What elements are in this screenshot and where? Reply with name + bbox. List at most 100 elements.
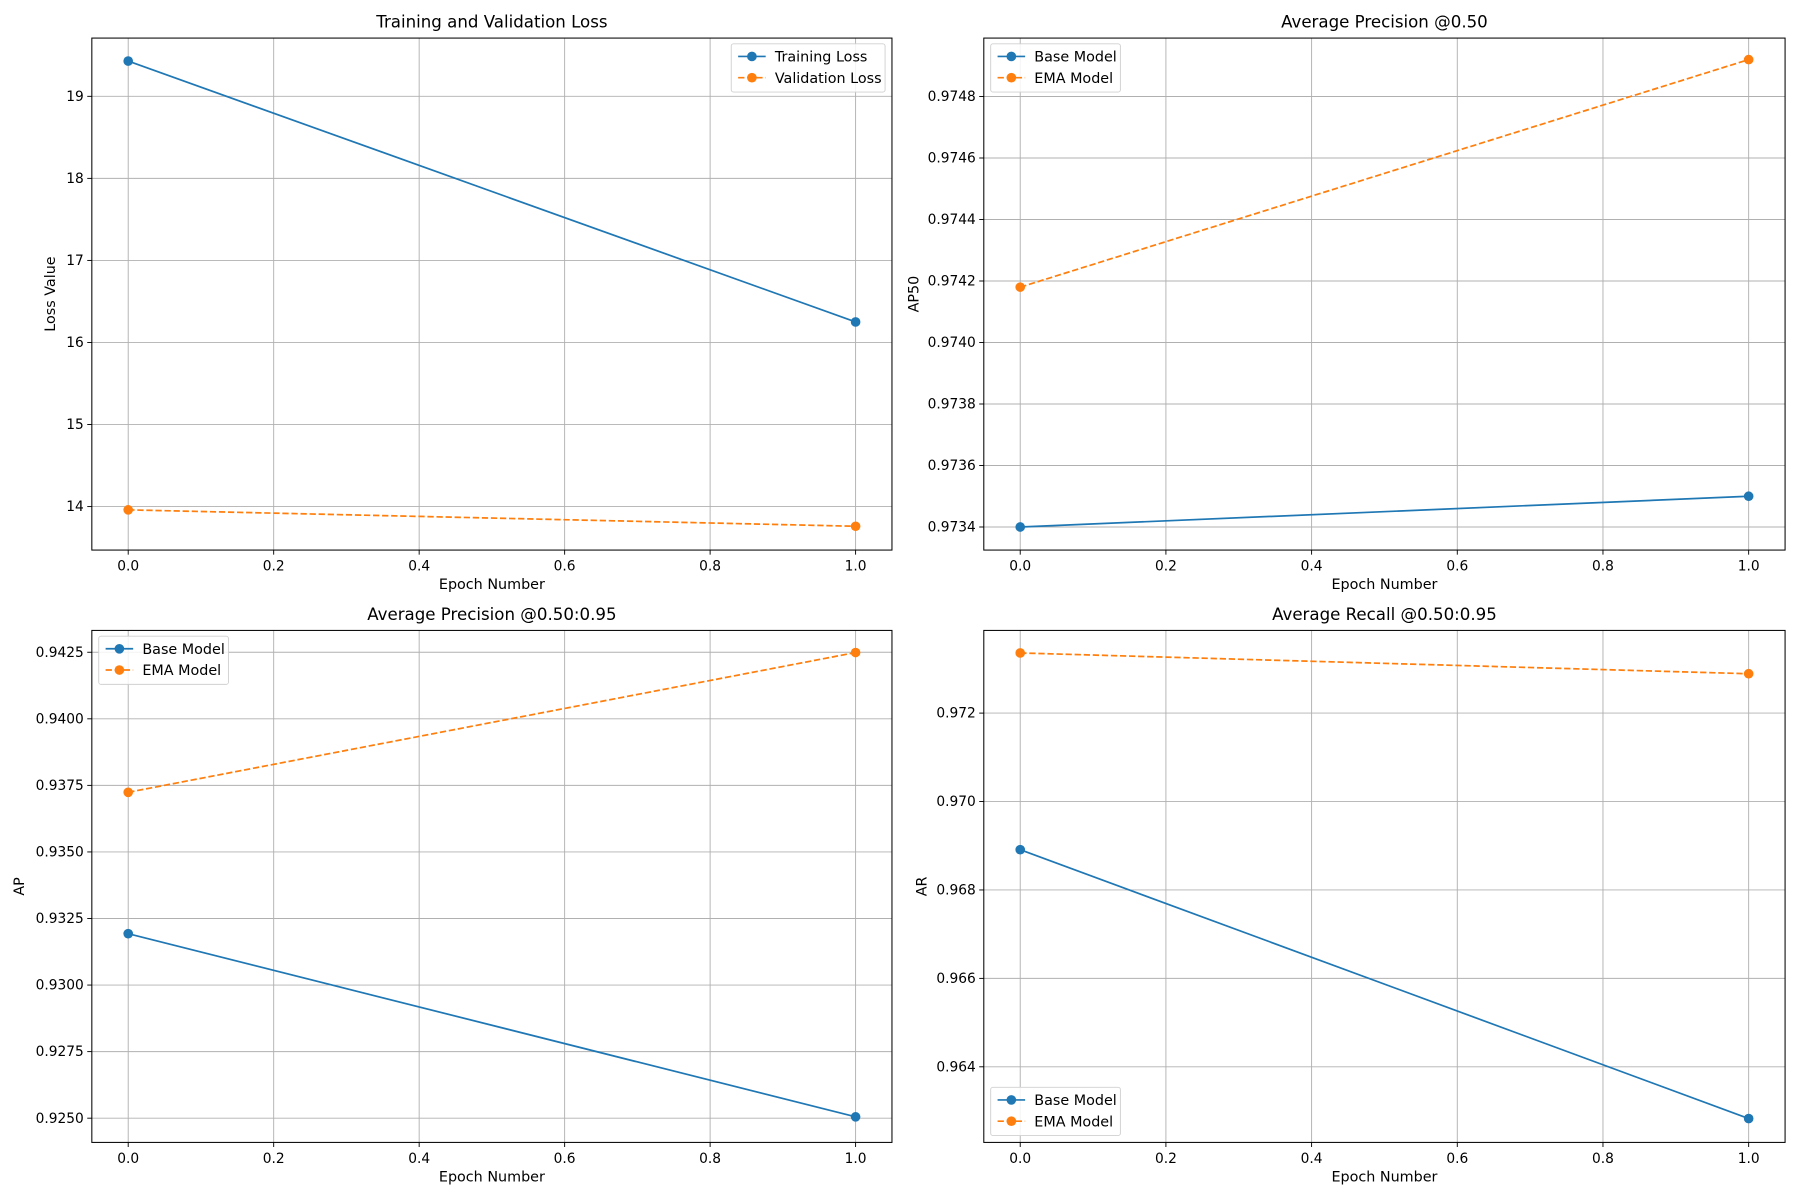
data-point [1015,648,1026,658]
x-tick-label: 0.6 [1446,559,1468,575]
x-tick-label: 0.8 [699,1151,721,1167]
y-tick-label: 0.970 [936,794,975,810]
axes-frame [983,37,1786,551]
x-tick-label: 0.6 [554,559,576,575]
chart-title: Average Precision @0.50:0.95 [367,605,616,624]
legend: Base Model EMA Model [98,635,229,685]
x-tick-label: 0.4 [1301,1151,1323,1167]
legend: Base Model EMA Model [990,1086,1121,1136]
data-point [1015,844,1026,855]
x-tick-label: 0.8 [1592,559,1614,575]
x-tick-label: 1.0 [1738,559,1760,575]
x-tick-label: 0.4 [408,1151,430,1167]
series-line-0 [1020,495,1749,528]
legend-marker [1006,1095,1017,1105]
axes-frame [91,629,893,1143]
y-tick-label: 0.9746 [928,151,976,167]
legend-marker [747,72,757,83]
y-tick-label: 0.9300 [36,978,84,994]
x-axis-label: Epoch Number [1331,577,1437,593]
legend-label: EMA Model [1034,71,1113,87]
y-tick-label: 15 [66,417,84,433]
y-tick-label: 0.9250 [36,1111,84,1127]
x-tick-label: 1.0 [1738,1151,1760,1167]
y-tick-label: 18 [66,171,84,187]
chart-title: Training and Validation Loss [375,13,607,32]
y-axis-label: AP50 [906,276,922,313]
y-tick-label: 0.9742 [928,274,976,290]
chart-panel: 0.0 0.2 0.4 0.6 0.8 1.0 0.9734 0.9736 0.9738 0.97… [906,13,1786,593]
legend-marker [114,665,125,675]
y-tick-label: 14 [66,499,84,515]
y-axis-label: AR [914,876,930,896]
chart-panel: 0.0 0.2 0.4 0.6 0.8 1.0 14 15 16 17 18 19 Training a… [43,13,893,593]
legend-label: Base Model [1034,50,1116,66]
x-axis-label: Epoch Number [1331,1169,1437,1185]
y-tick-label: 0.9748 [928,89,976,105]
y-tick-label: 0.9350 [36,845,84,861]
x-tick-label: 0.6 [1446,1151,1468,1167]
x-tick-label: 0.2 [1155,559,1177,575]
data-point [850,317,861,327]
data-point [1743,491,1754,502]
x-tick-label: 0.4 [1301,559,1323,575]
x-tick-label: 0.0 [117,1151,139,1167]
y-tick-label: 0.9325 [36,911,84,927]
legend-marker [1006,51,1017,62]
legend-marker [747,51,757,62]
x-tick-label: 0.0 [1009,1151,1031,1167]
x-tick-label: 0.4 [408,559,430,575]
legend-label: Validation Loss [775,71,882,87]
y-tick-label: 0.964 [936,1059,975,1075]
legend-marker [1006,72,1017,83]
x-tick-label: 0.0 [1009,559,1031,575]
x-tick-label: 1.0 [845,559,867,575]
series-line-1 [1020,652,1749,675]
legend-marker [114,643,125,654]
y-tick-label: 0.9740 [928,335,976,351]
y-tick-label: 0.9275 [36,1044,84,1060]
y-tick-label: 0.9734 [928,520,976,536]
data-point [1015,522,1026,532]
data-point [1743,54,1754,65]
x-tick-label: 0.2 [263,1151,285,1167]
y-axis-label: AP [12,877,28,896]
chart-panel: 0.0 0.2 0.4 0.6 0.8 1.0 0.964 0.966 0.968 0.970 0.… [914,605,1786,1185]
y-tick-label: 0.9736 [928,458,976,474]
legend-label: EMA Model [1034,1114,1113,1130]
legend: Training Loss Validation Loss [730,43,886,93]
x-axis-label: Epoch Number [439,1169,545,1185]
series-line-0 [127,60,856,323]
data-point [1743,1113,1754,1124]
y-tick-label: 0.9375 [36,778,84,794]
x-tick-label: 1.0 [845,1151,867,1167]
x-tick-label: 0.2 [263,559,285,575]
y-tick-label: 19 [66,89,84,105]
series-line-0 [1019,848,1749,1120]
y-tick-label: 0.968 [936,883,975,899]
data-point [1743,668,1754,679]
series-line-1 [128,508,856,528]
chart-title: Average Recall @0.50:0.95 [1272,605,1497,624]
x-axis-label: Epoch Number [439,577,545,593]
x-tick-label: 0.0 [117,559,139,575]
series-line-0 [127,932,856,1118]
y-tick-label: 17 [66,253,84,269]
y-tick-label: 16 [66,335,84,351]
series-line-1 [1019,58,1749,288]
legend-marker [1006,1116,1017,1126]
y-tick-label: 0.9744 [928,212,976,228]
x-tick-label: 0.2 [1155,1151,1177,1167]
y-tick-label: 0.9400 [36,711,84,727]
legend: Base Model EMA Model [990,43,1121,93]
legend-label: Base Model [142,642,224,658]
chart-panel: 0.0 0.2 0.4 0.6 0.8 1.0 0.9250 0.9275 0.9300 0.93… [12,605,893,1185]
y-tick-label: 0.9425 [36,645,84,661]
data-point [123,928,134,939]
y-tick-label: 0.966 [936,971,975,987]
y-tick-label: 0.9738 [928,397,976,413]
x-tick-label: 0.8 [1592,1151,1614,1167]
axes-frame [983,629,1786,1143]
axes-frame [91,37,893,551]
